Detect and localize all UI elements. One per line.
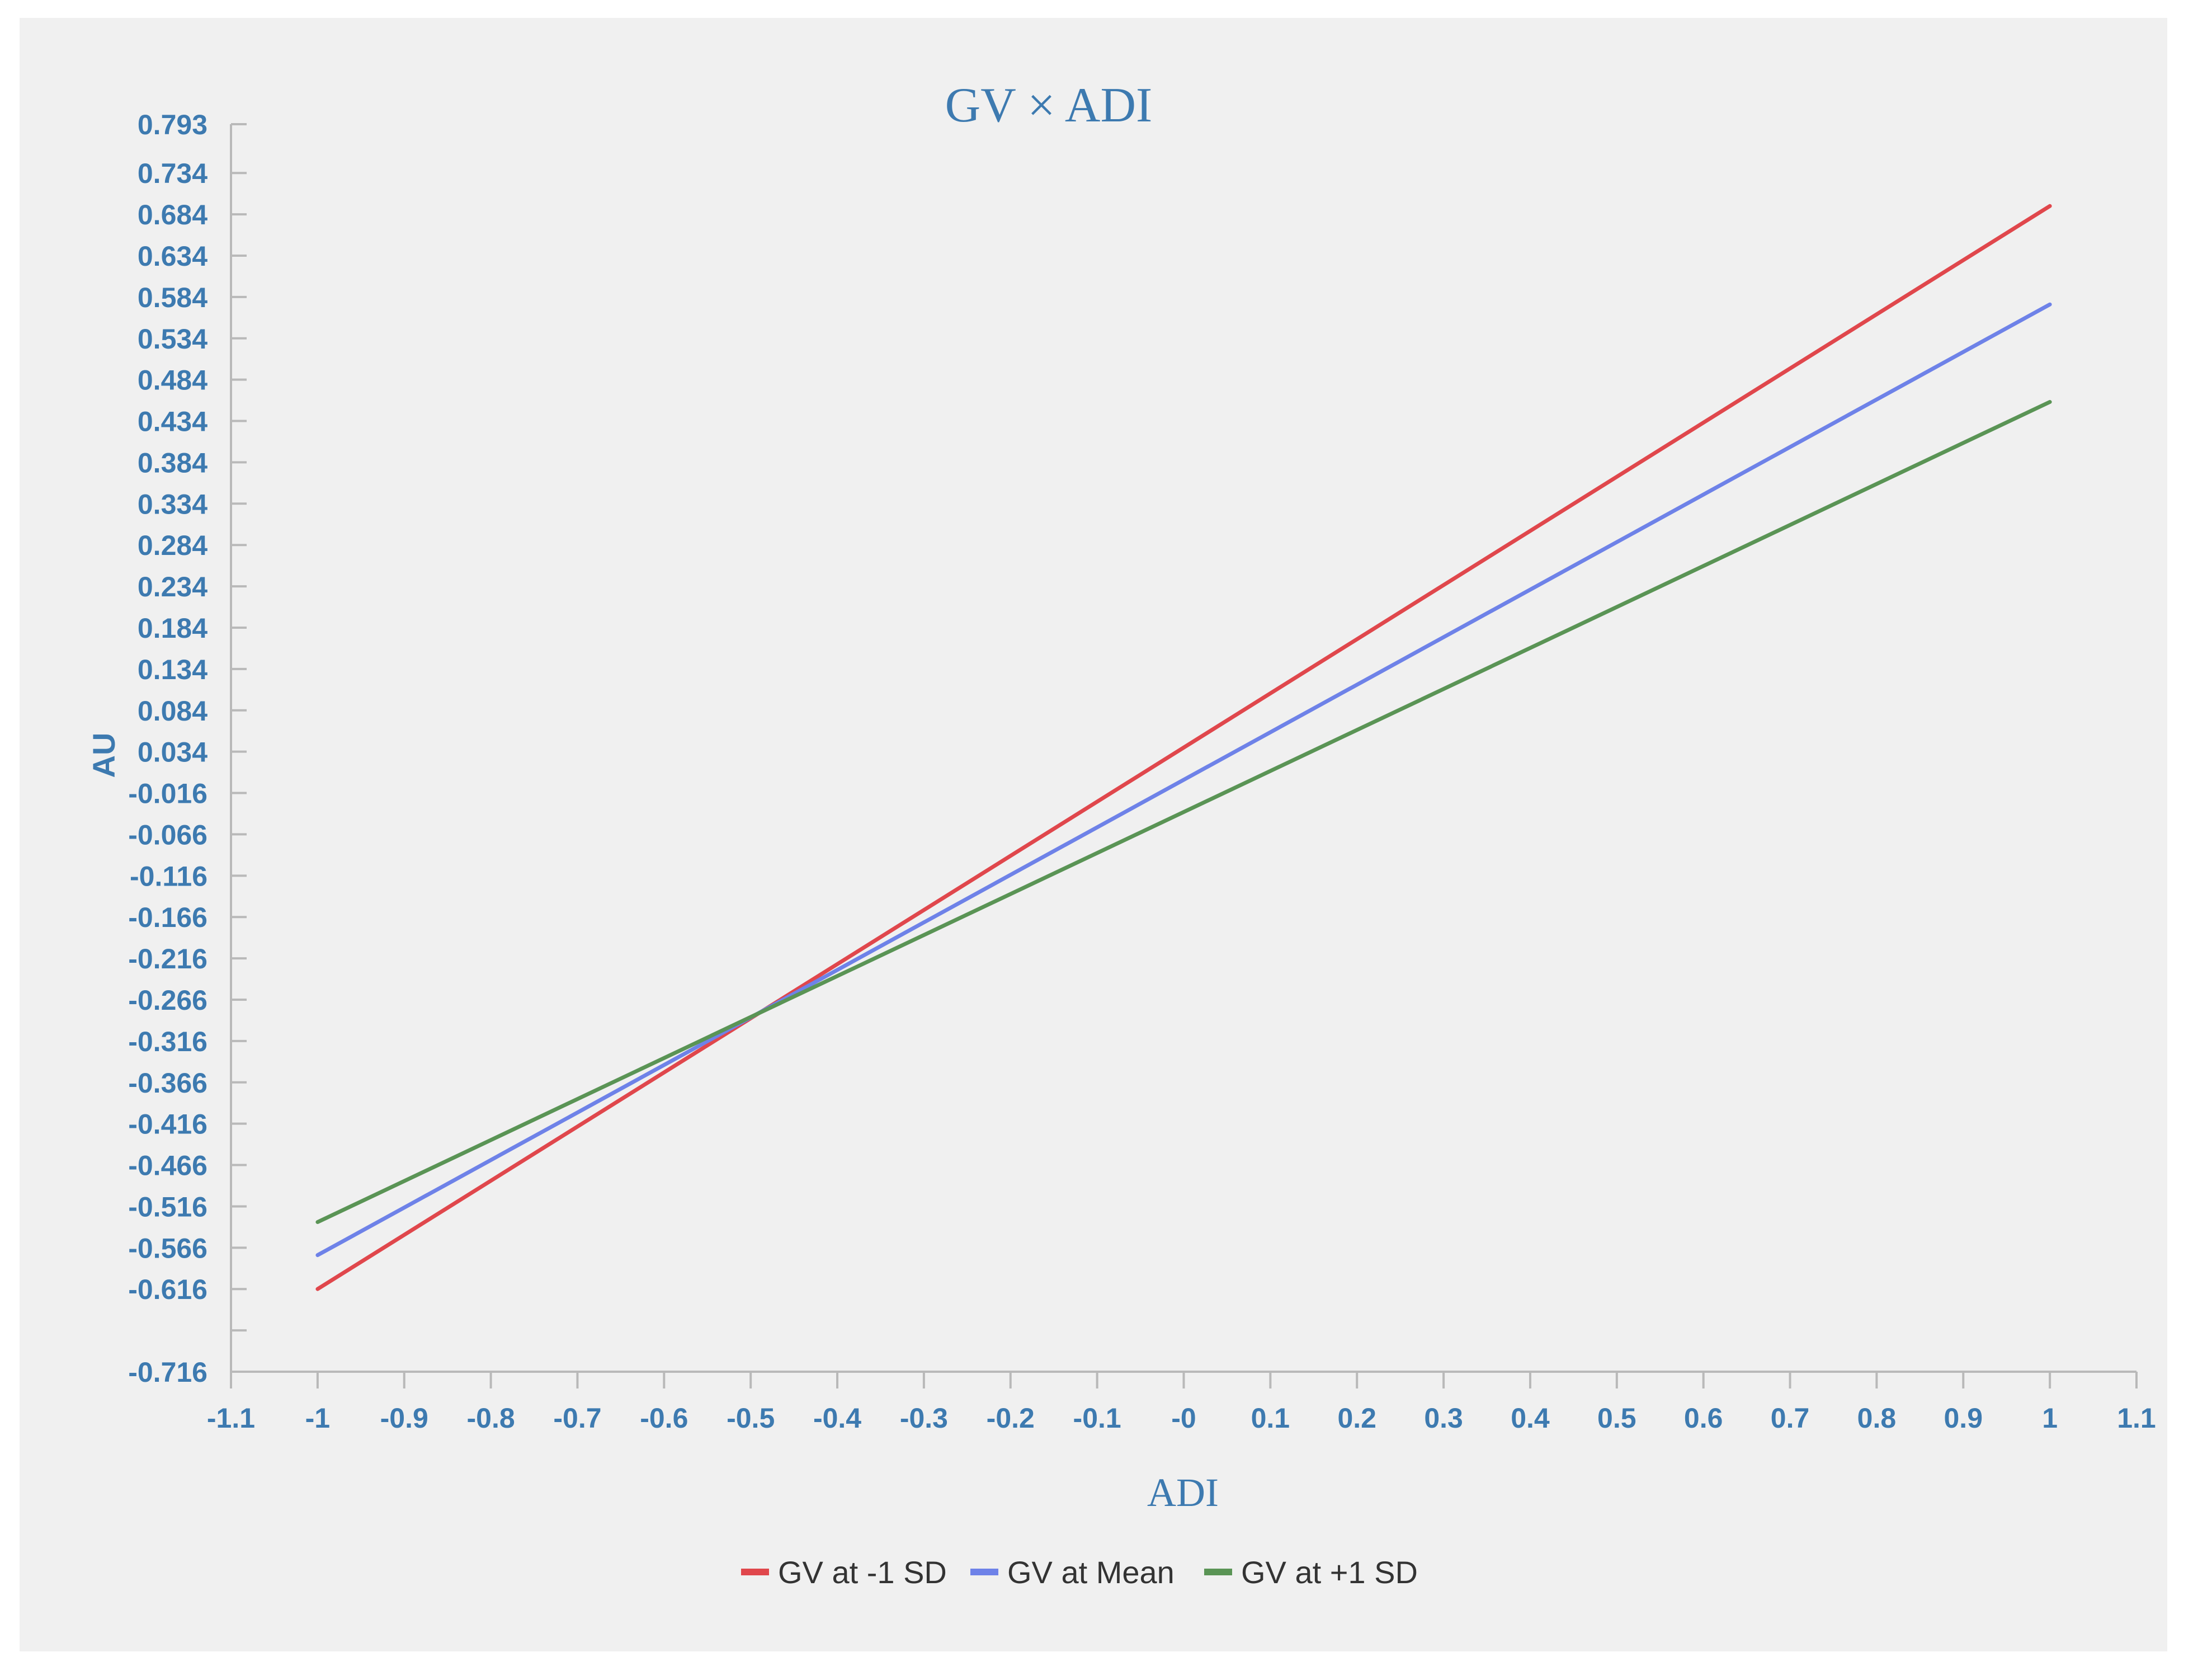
x-tick-label: 1 — [2042, 1402, 2058, 1434]
x-tick-label: 0.3 — [1424, 1402, 1463, 1434]
chart-title: GV × ADI — [945, 78, 1153, 133]
x-tick-label: 0.6 — [1684, 1402, 1723, 1434]
y-tick-label: -0.616 — [128, 1274, 207, 1305]
y-tick-label: -0.266 — [128, 985, 207, 1016]
y-tick-label: 0.234 — [138, 571, 207, 602]
x-tick-label: 0.7 — [1771, 1402, 1810, 1434]
y-tick-label: -0.566 — [128, 1232, 207, 1264]
legend-label: GV at -1 SD — [778, 1555, 947, 1590]
x-tick-label: 0.5 — [1597, 1402, 1636, 1434]
legend-label: GV at Mean — [1007, 1555, 1175, 1590]
x-tick-label: -0.8 — [467, 1402, 515, 1434]
y-tick-label: 0.384 — [138, 447, 207, 478]
series-line-2 — [315, 302, 2052, 1258]
y-tick-label: 0.284 — [138, 530, 207, 561]
x-tick-label: 0.4 — [1511, 1402, 1550, 1434]
y-tick-label: 0.034 — [138, 737, 207, 768]
x-tick-label: 0.8 — [1857, 1402, 1897, 1434]
x-tick-label: -1 — [305, 1402, 330, 1434]
y-tick-label: -0.116 — [130, 860, 207, 892]
x-tick-label: -0.7 — [553, 1402, 601, 1434]
y-tick-label: -0.016 — [128, 778, 207, 809]
series-lines — [315, 204, 2052, 1291]
x-tick-label: -0.3 — [900, 1402, 948, 1434]
y-tick-label: -0.066 — [128, 819, 207, 850]
y-tick-label: 0.334 — [138, 488, 207, 520]
y-tick-label: 0.584 — [138, 282, 207, 313]
y-axis-label: AU — [86, 733, 121, 778]
y-tick-label: 0.434 — [138, 406, 207, 437]
y-tick-label: -0.466 — [128, 1150, 207, 1182]
y-tick-label: -0.516 — [128, 1191, 207, 1222]
x-axis-label: ADI — [1147, 1470, 1219, 1515]
y-tick-label: -0.416 — [128, 1109, 207, 1140]
y-tick-label: -0.316 — [128, 1026, 207, 1057]
y-tick-label: 0.793 — [138, 109, 207, 140]
x-tick-label: -0.5 — [727, 1402, 775, 1434]
y-tick-label: 0.484 — [138, 365, 207, 396]
y-tick-label: 0.634 — [138, 241, 207, 272]
legend: GV at -1 SD GV at Mean GV at +1 SD — [741, 1555, 1418, 1590]
series-line-3 — [315, 400, 2052, 1224]
x-tick-label: 1.1 — [2117, 1402, 2156, 1434]
axes: 0.793 0.734 0.684 0.634 0.584 0.534 0.484 0.434… — [128, 109, 2156, 1434]
y-tick-label: 0.134 — [138, 654, 207, 685]
x-tick-label: -0.6 — [640, 1402, 688, 1434]
y-tick-label: 0.534 — [138, 323, 207, 355]
y-tick-label: 0.184 — [138, 613, 207, 644]
chart-panel: GV × ADI AU ADI 0.793 0.734 0.684 0.634 0.58… — [20, 18, 2167, 1651]
x-tick-label: 0.2 — [1337, 1402, 1376, 1434]
x-tick-label: -0.9 — [380, 1402, 428, 1434]
y-tick-label: -0.216 — [128, 943, 207, 975]
x-tick-label: 0.9 — [1944, 1402, 1983, 1434]
y-tick-label: 0.084 — [138, 695, 207, 727]
y-tick-label: 0.684 — [138, 199, 207, 230]
x-tick-label: -0.1 — [1073, 1402, 1121, 1434]
x-tick-label: -1.1 — [207, 1402, 255, 1434]
y-tick-label: -0.366 — [128, 1067, 207, 1099]
line-chart: GV × ADI AU ADI 0.793 0.734 0.684 0.634 0.58… — [86, 78, 2156, 1590]
series-line-1 — [315, 204, 2052, 1291]
y-tick-label: -0.166 — [128, 902, 207, 933]
legend-label: GV at +1 SD — [1241, 1555, 1418, 1590]
y-tick-label: 0.734 — [138, 158, 207, 189]
x-tick-label: -0 — [1171, 1402, 1196, 1434]
x-tick-label: -0.2 — [987, 1402, 1035, 1434]
x-tick-label: 0.1 — [1251, 1402, 1290, 1434]
x-tick-label: -0.4 — [813, 1402, 861, 1434]
y-tick-label: -0.716 — [128, 1357, 207, 1388]
